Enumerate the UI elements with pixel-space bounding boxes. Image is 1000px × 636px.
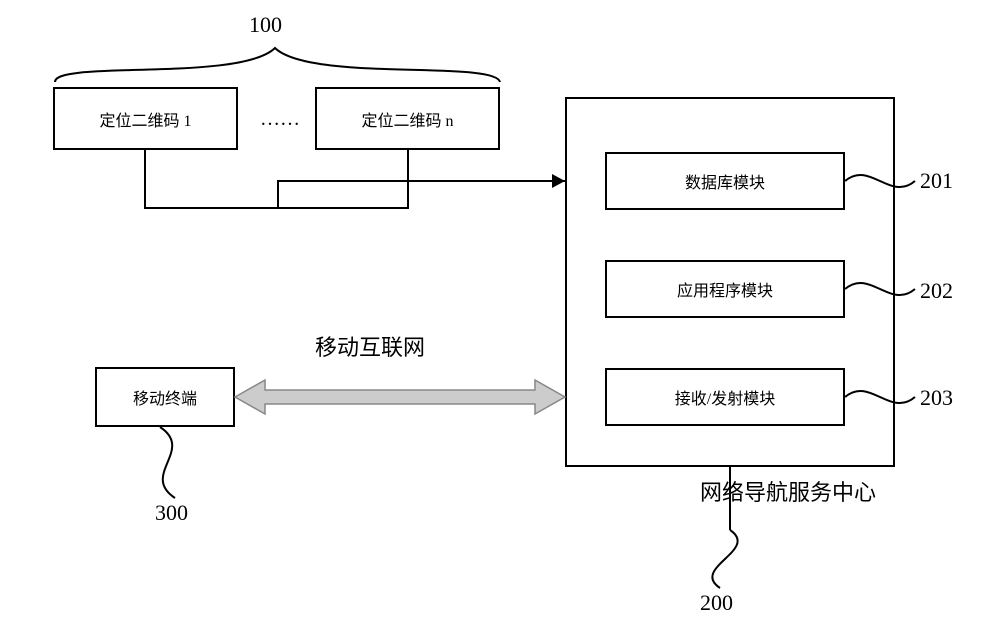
squiggle-200 [712,530,737,588]
label-center-name: 网络导航服务中心 [700,475,876,507]
qr1-box: 定位二维码 1 [53,87,238,150]
app-label: 应用程序模块 [677,277,773,301]
bracket-100 [55,48,500,82]
label-202: 202 [920,278,953,304]
label-200: 200 [700,590,733,616]
label-201: 201 [920,168,953,194]
edge-qr-join [145,150,408,208]
rxtx-box: 接收/发射模块 [605,368,845,426]
ellipsis: …… [260,108,300,131]
label-300: 300 [155,500,188,526]
label-100: 100 [249,12,282,38]
app-box: 应用程序模块 [605,260,845,318]
terminal-label: 移动终端 [133,385,197,409]
rxtx-label: 接收/发射模块 [675,385,775,409]
edge-into-db [278,181,565,208]
terminal-box: 移动终端 [95,367,235,427]
label-203: 203 [920,385,953,411]
db-box: 数据库模块 [605,152,845,210]
qrn-box: 定位二维码 n [315,87,500,150]
label-mobile-internet: 移动互联网 [315,330,425,362]
double-arrow [235,380,565,414]
arrowhead-db [552,174,565,188]
squiggle-300 [160,427,175,498]
qrn-label: 定位二维码 n [361,107,453,131]
db-label: 数据库模块 [685,169,765,193]
qr1-label: 定位二维码 1 [99,107,191,131]
